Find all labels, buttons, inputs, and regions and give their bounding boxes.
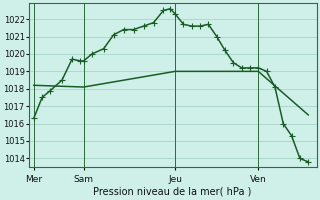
X-axis label: Pression niveau de la mer( hPa ): Pression niveau de la mer( hPa ) [93,187,252,197]
